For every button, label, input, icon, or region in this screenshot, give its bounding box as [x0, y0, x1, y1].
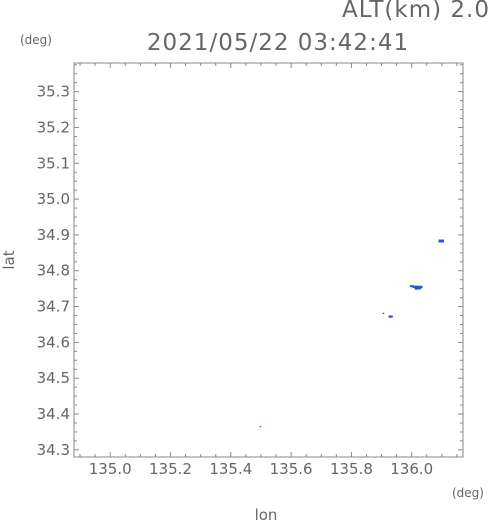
y-tick-label: 35.3	[37, 83, 70, 101]
y-tick-label: 35.1	[37, 154, 70, 172]
y-tick-label: 34.6	[37, 333, 70, 351]
chart-timestamp: 2021/05/22 03:42:41	[147, 30, 409, 56]
data-point	[414, 285, 422, 290]
axis-ticks: 135.0 135.2 135.4 135.6 135.8 136.0 34.3 34.4 34…	[37, 63, 463, 478]
data-point	[409, 285, 414, 288]
x-tick-label: 135.2	[149, 460, 192, 478]
x-unit-label: (deg)	[452, 486, 484, 500]
y-axis-label: lat	[0, 250, 18, 269]
y-tick-label: 34.4	[37, 405, 70, 423]
x-tick-label: 135.0	[89, 460, 132, 478]
x-tick-label: 135.4	[209, 460, 252, 478]
plot-frame	[73, 62, 464, 458]
data-point	[382, 312, 385, 314]
y-tick-label: 34.8	[37, 262, 70, 280]
y-tick-label: 35.2	[37, 118, 70, 136]
data-point	[259, 425, 262, 428]
y-unit-label: (deg)	[20, 33, 52, 47]
x-tick-label: 136.0	[390, 460, 433, 478]
y-tick-label: 34.7	[37, 298, 70, 316]
x-axis-label: lon	[255, 506, 278, 521]
y-tick-label: 34.5	[37, 369, 70, 387]
y-tick-label: 34.9	[37, 226, 70, 244]
data-point	[438, 239, 445, 243]
data-point	[412, 285, 418, 289]
data-points	[259, 239, 445, 428]
x-tick-label: 135.8	[330, 460, 373, 478]
altitude-label: ALT(km) 2.0	[342, 0, 490, 23]
data-point	[388, 315, 393, 318]
data-point	[418, 285, 423, 288]
x-tick-label: 135.6	[270, 460, 313, 478]
data-point	[414, 287, 419, 290]
y-tick-label: 35.0	[37, 190, 70, 208]
y-tick-label: 34.3	[37, 441, 70, 459]
